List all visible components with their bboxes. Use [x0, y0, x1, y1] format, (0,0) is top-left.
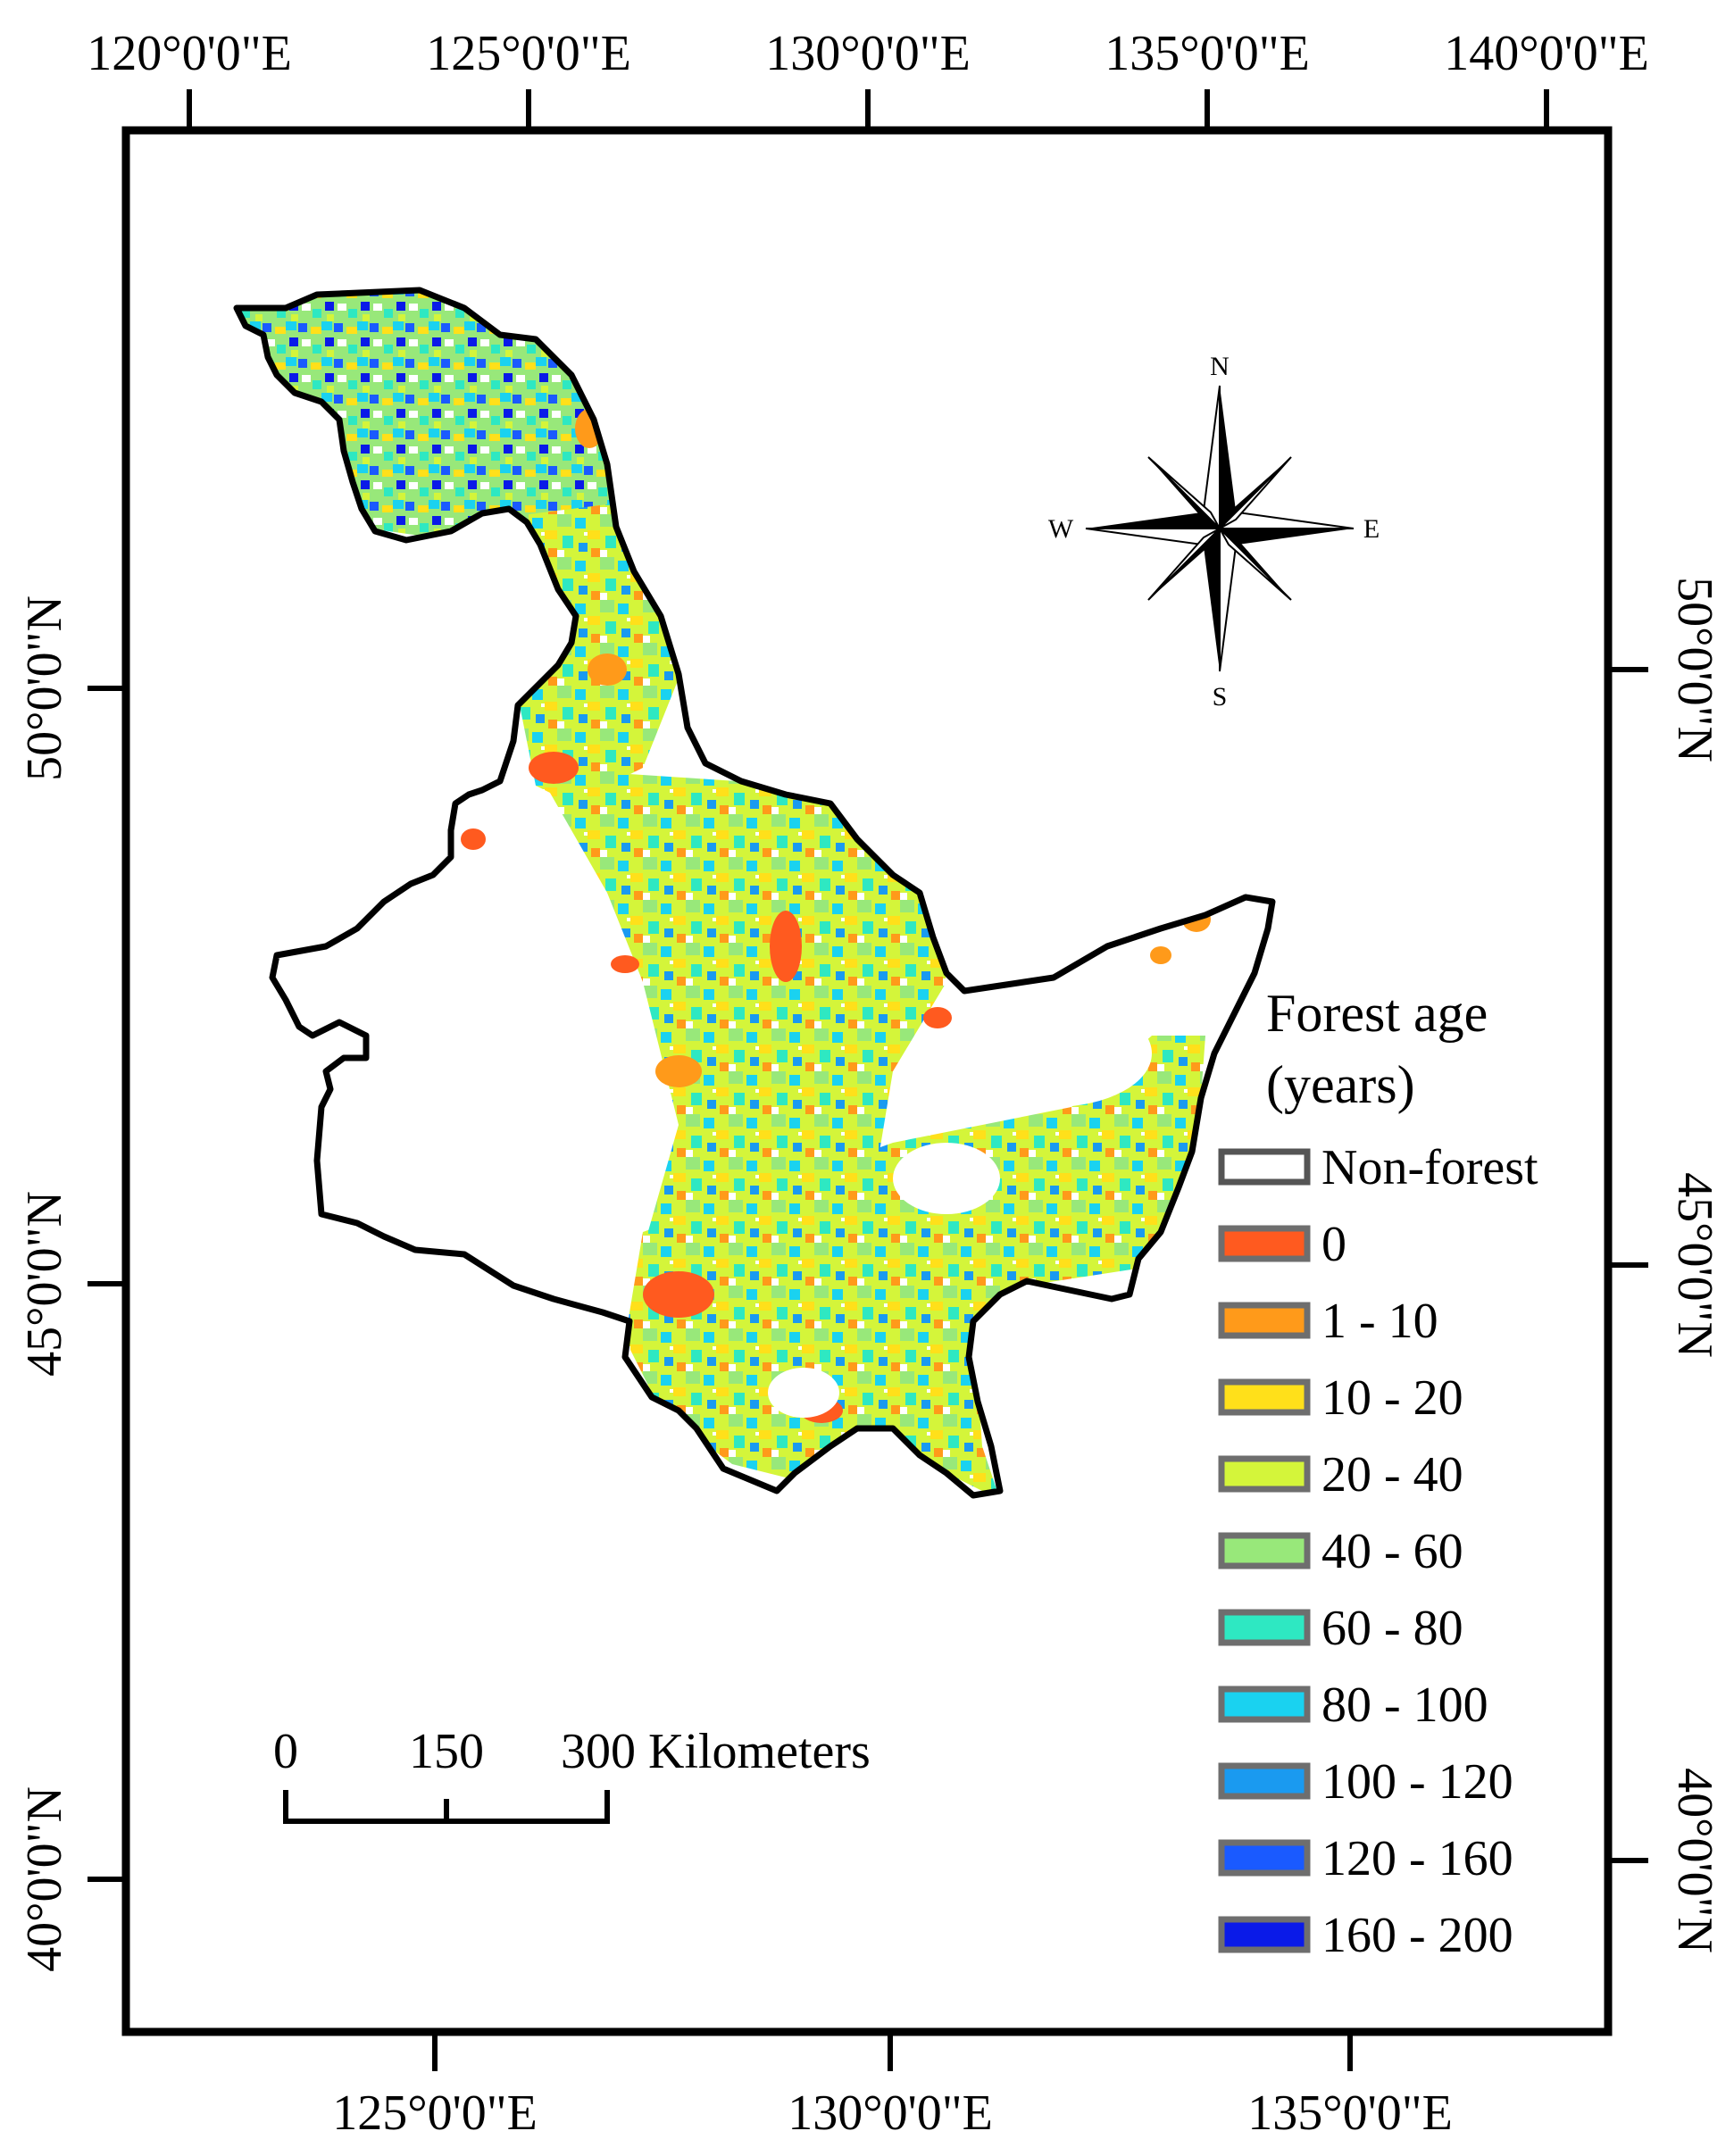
- legend-item: Non-forest: [1218, 1140, 1538, 1195]
- legend-swatch: [1218, 1762, 1311, 1800]
- compass-s-label: S: [1213, 682, 1228, 712]
- legend-swatch: [1218, 1225, 1311, 1262]
- legend-item: 120 - 160: [1218, 1831, 1513, 1886]
- left-tick-label: 50°0'0"N: [17, 595, 72, 781]
- legend-swatch: [1218, 1839, 1311, 1877]
- scale-label-150: 150: [409, 1724, 484, 1779]
- legend-swatch: [1218, 1686, 1311, 1723]
- bottom-tick-label: 130°0'0"E: [788, 2085, 993, 2141]
- legend-item: 40 - 60: [1218, 1524, 1463, 1579]
- legend-label: 60 - 80: [1321, 1601, 1463, 1656]
- compass-rose: N S E W: [1048, 352, 1380, 712]
- legend-item: 80 - 100: [1218, 1677, 1488, 1733]
- left-tick-label: 40°0'0"N: [17, 1786, 72, 1972]
- scale-bar: 0 150 300 Kilometers: [273, 1724, 871, 1824]
- legend-label: 20 - 40: [1321, 1447, 1463, 1503]
- top-axis: 120°0'0"E 125°0'0"E 130°0'0"E 135°0'0"E …: [87, 26, 1649, 130]
- legend-label: 120 - 160: [1321, 1831, 1513, 1886]
- legend-item: 160 - 200: [1218, 1908, 1513, 1963]
- compass-n-label: N: [1210, 352, 1230, 381]
- legend-label: 40 - 60: [1321, 1524, 1463, 1579]
- top-tick-label: 120°0'0"E: [87, 26, 292, 81]
- legend-label: Non-forest: [1321, 1140, 1538, 1195]
- top-tick-label: 130°0'0"E: [765, 26, 971, 81]
- right-tick-label: 50°0'0"N: [1667, 577, 1722, 762]
- legend-label: 160 - 200: [1321, 1908, 1513, 1963]
- province-region: [233, 287, 1276, 1499]
- legend-label: 100 - 120: [1321, 1754, 1513, 1810]
- legend-swatch: [1218, 1609, 1311, 1646]
- compass-w-label: W: [1048, 514, 1074, 544]
- left-tick-label: 45°0'0"N: [17, 1191, 72, 1377]
- top-tick-label: 140°0'0"E: [1444, 26, 1649, 81]
- legend-label: 10 - 20: [1321, 1370, 1463, 1426]
- right-axis: 50°0'0"N 45°0'0"N 40°0'0"N: [1608, 577, 1722, 1953]
- legend-swatch: [1218, 1916, 1311, 1953]
- legend-item: 0: [1218, 1217, 1346, 1272]
- legend-item: 60 - 80: [1218, 1601, 1463, 1656]
- top-tick-label: 135°0'0"E: [1105, 26, 1310, 81]
- top-tick-label: 125°0'0"E: [426, 26, 631, 81]
- bottom-tick-label: 135°0'0"E: [1247, 2085, 1453, 2141]
- compass-e-label: E: [1363, 514, 1380, 544]
- legend-item: 1 - 10: [1218, 1294, 1438, 1349]
- legend-label: 1 - 10: [1321, 1294, 1438, 1349]
- legend-item: 100 - 120: [1218, 1754, 1513, 1810]
- scale-label-0: 0: [273, 1724, 298, 1779]
- scale-label-300: 300 Kilometers: [561, 1724, 871, 1779]
- left-axis: 50°0'0"N 45°0'0"N 40°0'0"N: [17, 595, 126, 1972]
- legend-item: 20 - 40: [1218, 1447, 1463, 1503]
- right-tick-label: 45°0'0"N: [1667, 1172, 1722, 1358]
- legend-swatch: [1218, 1455, 1311, 1493]
- legend-swatch: [1218, 1148, 1311, 1186]
- legend-swatch: [1218, 1302, 1311, 1339]
- legend-swatch: [1218, 1532, 1311, 1569]
- legend-title-line2: (years): [1266, 1055, 1415, 1114]
- legend-item: 10 - 20: [1218, 1370, 1463, 1426]
- legend-label: 80 - 100: [1321, 1677, 1488, 1733]
- legend-label: 0: [1321, 1217, 1346, 1272]
- legend-swatch: [1218, 1378, 1311, 1416]
- bottom-axis: 125°0'0"E 130°0'0"E 135°0'0"E: [332, 2032, 1453, 2141]
- legend: Forest age (years) Non-forest 0 1 - 10 10 -…: [1218, 984, 1538, 1963]
- legend-title-line1: Forest age: [1266, 984, 1488, 1043]
- bottom-tick-label: 125°0'0"E: [332, 2085, 538, 2141]
- right-tick-label: 40°0'0"N: [1667, 1768, 1722, 1953]
